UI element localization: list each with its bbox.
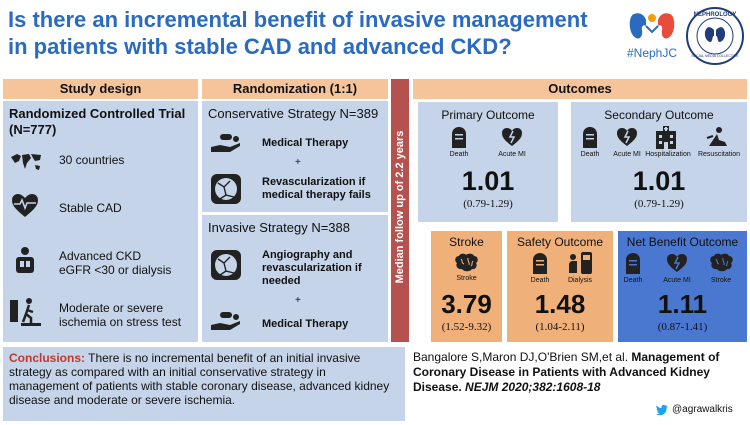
egfr-text: eGFR <30 or dialysis bbox=[59, 263, 172, 277]
followup-text: Median follow up of 2.2 years bbox=[394, 130, 406, 284]
heart-attack-icon bbox=[617, 128, 637, 146]
secondary-value: 1.01 bbox=[632, 166, 686, 196]
handle-text: @agrawalkris bbox=[672, 404, 733, 415]
angiogram-icon bbox=[211, 250, 241, 280]
citation: Bangalore S,Maron DJ,O'Brien SM,et al. M… bbox=[413, 350, 747, 395]
stable-cad-text: Stable CAD bbox=[59, 201, 122, 215]
nephrology-seal: NEPHROLOGY SOCIAL MEDIA COLLECTIVE bbox=[685, 6, 745, 66]
secondary-ci: (0.79-1.29) bbox=[634, 198, 684, 210]
safety-ci: (1.04-2.11) bbox=[535, 321, 585, 333]
primary-title: Primary Outcome bbox=[441, 108, 535, 122]
secondary-label-death: Death bbox=[580, 151, 600, 158]
net-benefit-box: Net Benefit Outcome Death Acute MI Strok… bbox=[618, 231, 747, 342]
conservative-therapy: Medical Therapy bbox=[262, 137, 349, 149]
angiogram-icon bbox=[211, 174, 241, 204]
tombstone-icon bbox=[583, 127, 597, 148]
secondary-label-mi: Acute MI bbox=[613, 151, 641, 158]
heart-attack-icon bbox=[667, 254, 687, 272]
twitter-bird-icon bbox=[656, 404, 668, 415]
conservative-plus: + bbox=[295, 157, 301, 168]
primary-outcome-box: Primary Outcome Death Acute MI 1.01 (0.7… bbox=[418, 102, 558, 222]
seal-text: NEPHROLOGY bbox=[693, 12, 737, 18]
countries-text: 30 countries bbox=[59, 153, 125, 167]
safety-box: Safety Outcome Death Dialysis 1.48 (1.04… bbox=[507, 231, 613, 342]
hospital-icon bbox=[656, 126, 676, 149]
invasive-panel: Invasive Strategy N=388 Angiography and … bbox=[202, 215, 388, 342]
dialysis-machine-icon bbox=[569, 252, 592, 274]
tombstone-icon bbox=[533, 253, 547, 274]
net-label-stroke: Stroke bbox=[710, 277, 732, 284]
kidney-logo-icon bbox=[629, 13, 675, 39]
conservative-revasc: Revascularization if medical therapy fai… bbox=[262, 176, 371, 201]
secondary-outcome-box: Secondary Outcome Death Acute MI Hospita… bbox=[571, 102, 747, 222]
secondary-title: Secondary Outcome bbox=[604, 108, 714, 122]
pill-hand-icon bbox=[211, 312, 240, 330]
rct-n: (N=777) bbox=[9, 122, 57, 137]
stroke-label: Stroke bbox=[456, 275, 477, 282]
tombstone-icon bbox=[452, 127, 466, 148]
net-title: Net Benefit Outcome bbox=[626, 235, 739, 249]
nephrology-seal-icon bbox=[686, 7, 744, 65]
nephjc-hashtag: #NephJC bbox=[626, 46, 678, 60]
invasive-plus: + bbox=[295, 295, 301, 306]
safety-title: Safety Outcome bbox=[516, 235, 604, 249]
stroke-ci: (1.52-9.32) bbox=[441, 321, 492, 333]
page-title: Is there an incremental benefit of invas… bbox=[8, 7, 588, 59]
safety-label-dialysis: Dialysis bbox=[567, 277, 593, 284]
twitter-handle[interactable]: @agrawalkris bbox=[656, 404, 733, 415]
invasive-angio: Angiography and revascularization if nee… bbox=[262, 249, 362, 287]
primary-ci: (0.79-1.29) bbox=[463, 198, 513, 210]
conclusions-paragraph: Conclusions: There is no incremental ben… bbox=[9, 351, 399, 407]
brain-icon bbox=[710, 253, 733, 272]
pill-hand-icon bbox=[211, 134, 240, 152]
net-ci: (0.87-1.41) bbox=[657, 321, 708, 333]
ischemia-text: Moderate or severe bbox=[59, 301, 164, 315]
safety-label-death: Death bbox=[530, 277, 550, 284]
outcomes-header: Outcomes bbox=[413, 79, 747, 99]
study-design-header: Study design bbox=[3, 79, 198, 99]
conservative-title: Conservative Strategy N=389 bbox=[208, 106, 379, 121]
ckd-text: Advanced CKD bbox=[59, 249, 142, 263]
brain-icon bbox=[455, 253, 478, 272]
conclusions-box: Conclusions: There is no incremental ben… bbox=[3, 347, 405, 421]
study-design-panel: Randomized Controlled Trial (N=777) 30 c… bbox=[3, 101, 198, 342]
conservative-panel: Conservative Strategy N=389 Medical Ther… bbox=[202, 101, 388, 212]
safety-value: 1.48 bbox=[534, 289, 586, 319]
invasive-therapy: Medical Therapy bbox=[262, 318, 349, 330]
heart-attack-icon bbox=[502, 128, 522, 146]
net-label-death: Death bbox=[623, 277, 643, 284]
heart-pulse-icon bbox=[12, 194, 38, 217]
conclusions-text: There is no incremental benefit of an in… bbox=[9, 351, 390, 407]
stroke-title: Stroke bbox=[449, 235, 484, 249]
net-value: 1.11 bbox=[657, 289, 708, 319]
citation-title: Management of Coronary Disease in Patien… bbox=[413, 350, 720, 394]
resuscitation-icon bbox=[706, 127, 727, 146]
invasive-title: Invasive Strategy N=388 bbox=[208, 220, 350, 235]
world-map-icon bbox=[11, 154, 41, 170]
primary-label-death: Death bbox=[449, 151, 469, 158]
citation-journal: NEJM 2020;382:1608-18 bbox=[465, 380, 601, 394]
followup-bar: Median follow up of 2.2 years bbox=[391, 79, 409, 342]
randomization-header: Randomization (1:1) bbox=[202, 79, 388, 99]
rct-label: Randomized Controlled Trial bbox=[9, 106, 186, 121]
seal-subtext: SOCIAL MEDIA COLLECTIVE bbox=[691, 54, 739, 58]
conclusions-label: Conclusions: bbox=[9, 351, 86, 365]
net-label-mi: Acute MI bbox=[663, 277, 691, 284]
stress-test-icon bbox=[10, 298, 41, 326]
stroke-box: Stroke Stroke 3.79 (1.52-9.32) bbox=[431, 231, 502, 342]
dialysis-patient-icon bbox=[16, 247, 34, 273]
stroke-value: 3.79 bbox=[441, 289, 492, 319]
tombstone-icon bbox=[626, 253, 640, 274]
secondary-label-resus: Resuscitation bbox=[697, 151, 741, 158]
secondary-label-hosp: Hospitalization bbox=[645, 151, 691, 158]
stress-test-text: ischemia on stress test bbox=[59, 315, 182, 329]
primary-value: 1.01 bbox=[461, 166, 515, 196]
primary-label-mi: Acute MI bbox=[498, 151, 526, 158]
citation-authors: Bangalore S,Maron DJ,O'Brien SM,et al. bbox=[413, 350, 632, 364]
nephjc-logo: #NephJC bbox=[626, 8, 678, 68]
